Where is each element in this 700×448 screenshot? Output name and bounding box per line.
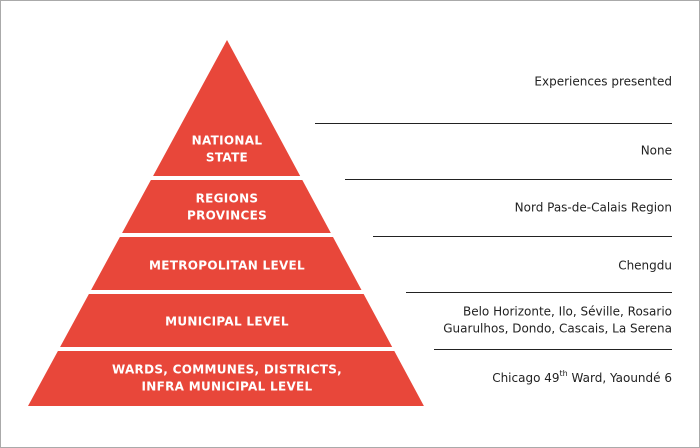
level-label: PROVINCES — [187, 209, 267, 223]
experience: Belo Horizonte, Ilo, Séville, Rosario — [463, 305, 672, 319]
level-label: MUNICIPAL LEVEL — [165, 315, 289, 329]
pyramid-level — [28, 351, 424, 406]
pyramid-level — [91, 237, 362, 290]
experience: Guarulhos, Dondo, Cascais, La Serena — [443, 322, 672, 336]
experience: Chengdu — [618, 259, 672, 273]
pyramid-level — [60, 294, 393, 347]
level-label: INFRA MUNICIPAL LEVEL — [142, 380, 313, 394]
level-label: WARDS, COMMUNES, DISTRICTS, — [112, 363, 342, 377]
column-header: Experiences presented — [534, 75, 672, 89]
pyramid — [28, 40, 424, 406]
level-label: METROPOLITAN LEVEL — [149, 259, 305, 273]
experience-text: Ward, Yaoundé 6 — [568, 371, 672, 385]
experience: Chicago 49th Ward, Yaoundé 6 — [492, 369, 672, 385]
superscript: th — [560, 369, 568, 378]
level-label: REGIONS — [196, 192, 259, 206]
experience: Nord Pas-de-Calais Region — [515, 201, 672, 215]
level-label: STATE — [206, 151, 248, 165]
experience: None — [641, 144, 672, 158]
pyramid-level — [122, 180, 331, 233]
pyramid-level — [153, 40, 301, 176]
experience-text: Chicago 49 — [492, 371, 559, 385]
level-label: NATIONAL — [192, 134, 263, 148]
